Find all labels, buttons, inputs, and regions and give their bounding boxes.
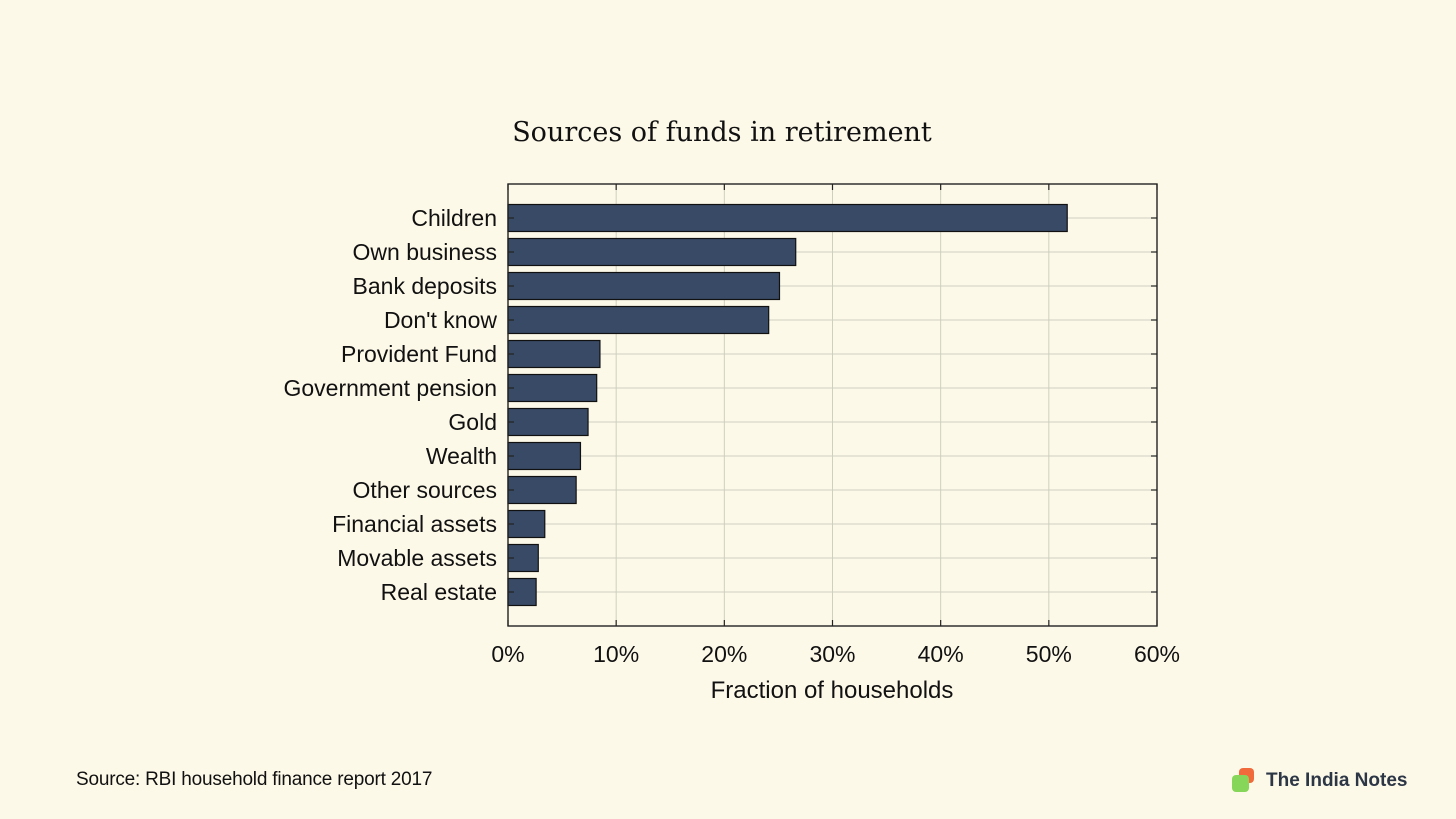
category-label: Own business bbox=[353, 239, 497, 265]
category-label: Gold bbox=[448, 409, 497, 435]
bar-government-pension bbox=[507, 373, 598, 403]
x-tick-label: 60% bbox=[1134, 641, 1180, 667]
x-axis-title: Fraction of households bbox=[711, 677, 954, 704]
category-label: Provident Fund bbox=[341, 341, 497, 367]
category-label: Wealth bbox=[426, 443, 497, 469]
bar-provident-fund bbox=[507, 339, 601, 369]
category-label: Other sources bbox=[353, 477, 497, 503]
category-label: Government pension bbox=[283, 375, 497, 401]
bar-wealth bbox=[507, 441, 582, 471]
source-note: Source: RBI household finance report 201… bbox=[76, 769, 433, 790]
brand-name: The India Notes bbox=[1266, 770, 1408, 791]
brand-logo-icon bbox=[1232, 768, 1256, 794]
x-tick-label: 40% bbox=[918, 641, 964, 667]
bar-don-t-know bbox=[507, 305, 770, 335]
chart-title: Sources of funds in retirement bbox=[512, 117, 932, 148]
x-tick-label: 30% bbox=[809, 641, 855, 667]
category-labels: Children Own business Bank deposits Don't k… bbox=[283, 205, 497, 605]
x-tick-label: 50% bbox=[1026, 641, 1072, 667]
category-label: Children bbox=[411, 205, 497, 231]
category-label: Financial assets bbox=[332, 511, 497, 537]
bar-gold bbox=[507, 407, 589, 437]
x-tick-label: 10% bbox=[593, 641, 639, 667]
bar-children bbox=[507, 203, 1068, 233]
brand: The India Notes bbox=[1232, 768, 1407, 794]
bar-bank-deposits bbox=[507, 271, 781, 301]
bar-chart: Sources of funds in retirement Children O… bbox=[283, 117, 1180, 704]
bars bbox=[507, 203, 1068, 607]
bar-other-sources bbox=[507, 475, 577, 505]
x-tick-label: 20% bbox=[701, 641, 747, 667]
axis-ticks bbox=[507, 184, 1158, 626]
bar-financial-assets bbox=[507, 509, 546, 539]
bar-own-business bbox=[507, 237, 797, 267]
x-tick-labels: 0% 10% 20% 30% 40% 50% 60% bbox=[491, 641, 1180, 667]
x-tick-label: 0% bbox=[491, 641, 524, 667]
category-label: Real estate bbox=[381, 579, 497, 605]
category-label: Movable assets bbox=[337, 545, 497, 571]
category-label: Bank deposits bbox=[353, 273, 497, 299]
category-label: Don't know bbox=[384, 307, 497, 333]
